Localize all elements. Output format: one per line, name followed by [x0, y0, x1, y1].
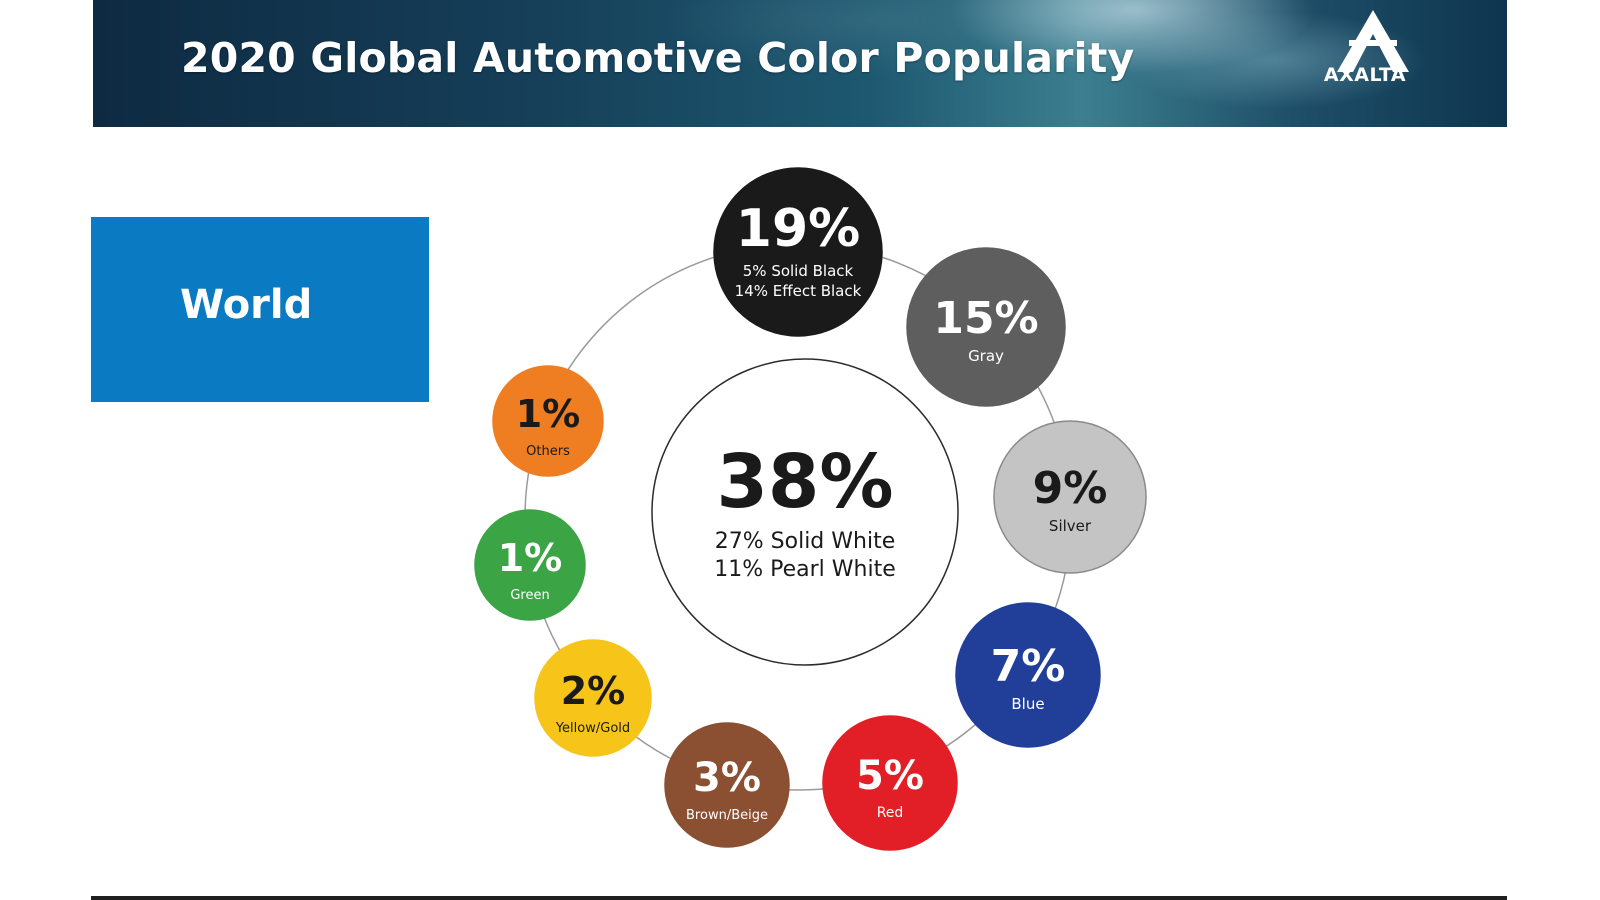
slice-black-value: 19%: [736, 199, 860, 259]
slice-blue-label: Blue: [1011, 695, 1044, 713]
slice-brown-beige-value: 3%: [693, 755, 761, 801]
slice-black-label: 14% Effect Black: [735, 282, 862, 300]
slice-others-label: Others: [526, 444, 570, 459]
page-title: 2020 Global Automotive Color Popularity: [181, 34, 1135, 82]
slice-red-label: Red: [877, 805, 904, 821]
slice-green-circle: [474, 509, 586, 621]
axalta-logo-icon: [1337, 10, 1409, 72]
slice-brown-beige-circle: [664, 722, 790, 848]
slice-silver-label: Silver: [1049, 517, 1092, 535]
slice-gray-label: Gray: [968, 347, 1004, 365]
slice-white-value: 38%: [716, 439, 893, 525]
header-banner: 2020 Global Automotive Color Popularity …: [93, 0, 1507, 127]
slice-green-label: Green: [510, 588, 549, 603]
slice-yellow-gold-label: Yellow/Gold: [555, 721, 630, 736]
slice-yellow-gold-circle: [534, 639, 652, 757]
slice-silver-value: 9%: [1033, 463, 1108, 514]
slice-blue-circle: [955, 602, 1101, 748]
region-box: World: [91, 217, 429, 402]
slice-white-detail: 11% Pearl White: [714, 557, 896, 582]
slice-blue-value: 7%: [991, 641, 1066, 692]
slice-white-circle: [651, 358, 959, 666]
slice-others-circle: [492, 365, 604, 477]
slice-green-value: 1%: [498, 536, 563, 580]
slice-white-detail: 27% Solid White: [715, 529, 895, 554]
slice-red-value: 5%: [856, 753, 924, 799]
logo-text: AXALTA: [1323, 64, 1407, 86]
slice-gray-value: 15%: [933, 293, 1038, 344]
slice-black-label: 5% Solid Black: [743, 262, 854, 280]
slice-red-circle: [822, 715, 958, 851]
slice-gray-circle: [906, 247, 1066, 407]
region-label: World: [180, 282, 313, 328]
bottom-divider: [91, 896, 1507, 900]
slice-yellow-gold-value: 2%: [561, 669, 626, 713]
slice-silver-circle: [993, 420, 1147, 574]
slice-black-circle: [713, 167, 883, 337]
slice-brown-beige-label: Brown/Beige: [686, 808, 768, 823]
slice-others-value: 1%: [516, 392, 581, 436]
